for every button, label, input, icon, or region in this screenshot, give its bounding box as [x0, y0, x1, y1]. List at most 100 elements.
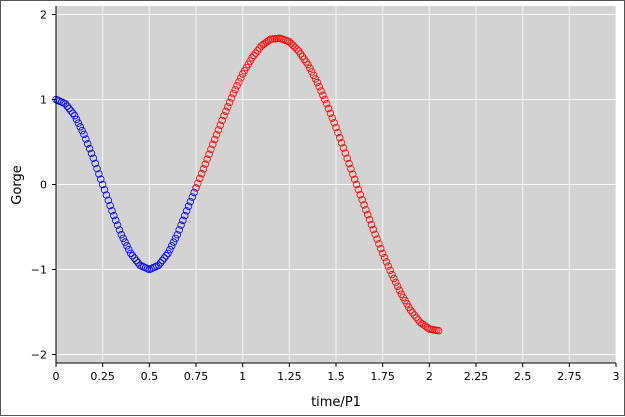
data-point	[293, 45, 301, 53]
data-point	[216, 121, 224, 129]
data-point	[362, 206, 370, 214]
data-point	[67, 107, 75, 115]
data-point	[154, 261, 163, 269]
data-point	[382, 258, 391, 266]
data-point	[115, 226, 124, 234]
data-point	[207, 145, 215, 154]
data-point	[123, 242, 131, 250]
data-point	[328, 114, 336, 122]
data-point	[235, 78, 243, 86]
data-point	[70, 111, 79, 120]
data-point	[201, 160, 210, 168]
data-point	[421, 322, 430, 330]
data-point	[168, 242, 176, 250]
data-point	[194, 179, 202, 187]
data-point	[97, 175, 105, 183]
data-point	[237, 74, 245, 82]
data-point	[196, 174, 204, 183]
data-point	[175, 226, 183, 234]
data-point	[291, 43, 299, 52]
data-point	[311, 75, 320, 83]
x-tick-label: 1.75	[370, 370, 395, 383]
y-tick-label: −2	[31, 349, 47, 362]
data-point	[93, 164, 101, 173]
data-point	[220, 111, 228, 120]
data-point	[110, 211, 118, 220]
data-point	[186, 197, 195, 206]
data-point	[106, 201, 114, 210]
data-point	[414, 316, 422, 324]
data-point	[227, 94, 236, 102]
data-point	[373, 235, 381, 243]
data-point	[378, 249, 387, 258]
data-point	[169, 238, 178, 246]
data-point	[104, 196, 112, 205]
data-point	[306, 64, 314, 72]
data-point	[209, 140, 217, 149]
data-point	[229, 89, 238, 98]
data-point	[317, 87, 325, 95]
data-point	[69, 109, 77, 117]
data-point	[126, 249, 135, 258]
data-point	[388, 270, 396, 279]
data-point	[332, 123, 340, 132]
data-point	[349, 170, 357, 178]
data-point	[231, 85, 239, 94]
data-point	[210, 135, 219, 144]
data-point	[82, 135, 90, 143]
data-point	[257, 42, 266, 50]
data-point	[304, 60, 312, 69]
y-tick-label: −1	[31, 264, 47, 277]
data-point	[418, 319, 426, 328]
data-point	[369, 225, 378, 234]
data-point	[364, 211, 372, 219]
data-point	[313, 78, 322, 87]
x-tick-label: 2	[426, 370, 433, 383]
data-point	[352, 180, 361, 189]
data-point	[179, 216, 187, 225]
data-point	[173, 230, 182, 239]
data-point	[412, 313, 420, 322]
data-markers	[52, 34, 443, 335]
data-point	[102, 191, 111, 199]
data-point	[100, 186, 109, 194]
x-axis-label: time/P1	[311, 395, 361, 410]
data-point	[365, 215, 374, 224]
data-point	[233, 82, 241, 90]
data-point	[350, 175, 359, 184]
data-point	[125, 245, 133, 254]
data-point	[395, 286, 404, 294]
data-point	[289, 41, 297, 50]
data-point	[375, 240, 383, 248]
data-point	[380, 253, 389, 262]
data-point	[324, 104, 333, 113]
data-point	[89, 154, 98, 162]
data-point	[164, 249, 172, 258]
data-point	[326, 109, 335, 117]
data-point	[156, 259, 165, 267]
data-point	[392, 278, 400, 287]
data-point	[95, 170, 103, 178]
data-point	[341, 149, 350, 157]
data-point	[113, 221, 122, 229]
data-point	[72, 115, 81, 124]
data-point	[410, 311, 419, 319]
data-point	[87, 149, 96, 158]
data-point	[121, 238, 129, 246]
data-point	[434, 327, 443, 335]
data-point	[91, 159, 99, 168]
series-1	[192, 34, 443, 335]
data-point	[393, 282, 402, 291]
data-point	[337, 139, 346, 147]
data-point	[336, 134, 344, 142]
data-point	[322, 100, 331, 108]
data-point	[199, 165, 208, 173]
data-point	[160, 254, 168, 262]
data-point	[309, 71, 318, 80]
data-point	[84, 140, 92, 148]
data-point	[225, 98, 234, 107]
x-tick-label: 2.5	[514, 370, 532, 383]
data-point	[80, 130, 88, 139]
data-point	[203, 155, 211, 163]
